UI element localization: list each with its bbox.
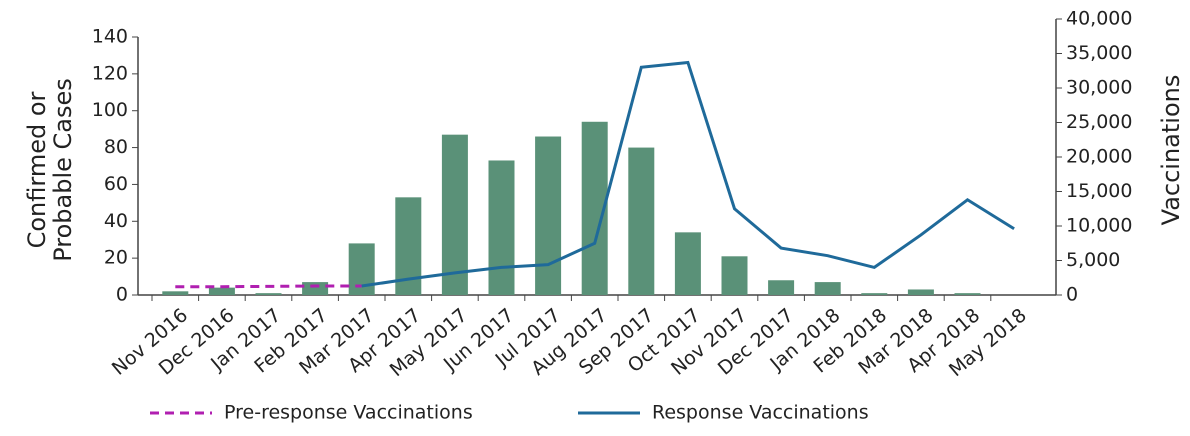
- y-tick-label: 80: [104, 136, 128, 158]
- bar: [907, 289, 934, 295]
- bar: [954, 293, 981, 295]
- y-tick-label: 40: [104, 210, 128, 232]
- y-tick-label: 20: [104, 247, 128, 269]
- bar: [628, 147, 655, 295]
- y-axis-label: Confirmed or: [23, 91, 51, 248]
- line-series: [361, 60, 1015, 288]
- y2-tick-label: 0: [1066, 284, 1078, 306]
- bar: [768, 280, 795, 295]
- bar: [861, 293, 888, 295]
- bar: [674, 232, 701, 295]
- y2-tick-label: 40,000: [1066, 8, 1132, 30]
- y-tick-label: 60: [104, 173, 128, 195]
- y2-tick-label: 15,000: [1066, 180, 1132, 202]
- y-tick-label: 140: [92, 26, 128, 48]
- y2-tick-label: 25,000: [1066, 111, 1132, 133]
- y2-axis-label: Vaccinations: [1157, 75, 1185, 226]
- bar: [255, 293, 282, 295]
- legend-label: Pre-response Vaccinations: [224, 402, 473, 424]
- bar: [721, 256, 748, 295]
- y2-tick-label: 10,000: [1066, 215, 1132, 237]
- y2-tick-label: 35,000: [1066, 42, 1132, 64]
- y-axis-label: Probable Cases: [49, 78, 77, 262]
- bar: [302, 282, 329, 295]
- bar: [441, 134, 468, 295]
- bar: [162, 291, 189, 295]
- y2-tick-label: 5,000: [1066, 249, 1120, 271]
- bar: [208, 287, 235, 295]
- y-tick-label: 120: [92, 62, 128, 84]
- bar: [814, 282, 841, 295]
- bar: [535, 136, 562, 295]
- y-tick-label: 100: [92, 99, 128, 121]
- line-series: [175, 284, 362, 289]
- y2-tick-label: 20,000: [1066, 146, 1132, 168]
- legend-label: Response Vaccinations: [652, 402, 869, 424]
- bar: [488, 160, 515, 295]
- y2-tick-label: 30,000: [1066, 77, 1132, 99]
- y-tick-label: 0: [116, 284, 128, 306]
